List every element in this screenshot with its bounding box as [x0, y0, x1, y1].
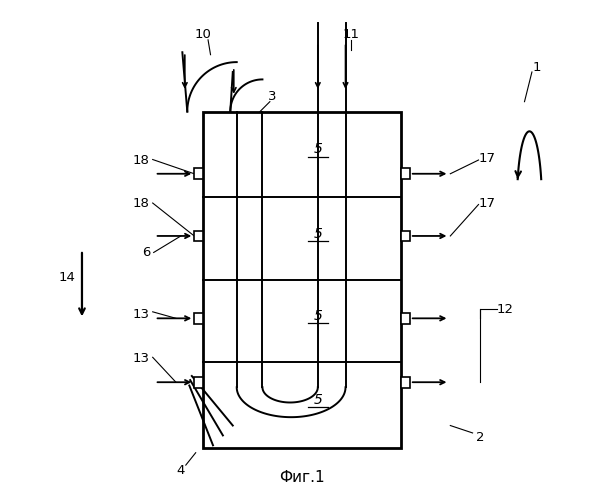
Text: 4: 4: [177, 464, 185, 476]
Text: 5: 5: [313, 393, 323, 407]
Text: 5: 5: [313, 226, 323, 240]
Text: 17: 17: [479, 152, 496, 165]
Bar: [194, 230, 203, 241]
Bar: [401, 313, 410, 324]
Text: 1: 1: [533, 60, 541, 74]
Text: 18: 18: [133, 196, 150, 209]
Text: 13: 13: [133, 352, 150, 366]
Bar: [194, 168, 203, 179]
Bar: [401, 230, 410, 241]
Text: 17: 17: [479, 196, 496, 209]
Bar: [401, 168, 410, 179]
Text: 5: 5: [313, 309, 323, 323]
Text: 10: 10: [194, 28, 211, 42]
Bar: [203, 112, 401, 448]
Text: 14: 14: [59, 270, 76, 283]
Bar: [194, 313, 203, 324]
Bar: [194, 377, 203, 388]
Text: 18: 18: [133, 154, 150, 168]
Text: 11: 11: [343, 28, 360, 42]
Text: 3: 3: [268, 90, 277, 103]
Text: 12: 12: [496, 303, 513, 316]
Text: 5: 5: [313, 142, 323, 156]
Text: 13: 13: [133, 308, 150, 321]
Text: 2: 2: [476, 432, 484, 444]
Text: Фиг.1: Фиг.1: [279, 470, 325, 485]
Bar: [401, 377, 410, 388]
Text: 6: 6: [142, 246, 150, 259]
